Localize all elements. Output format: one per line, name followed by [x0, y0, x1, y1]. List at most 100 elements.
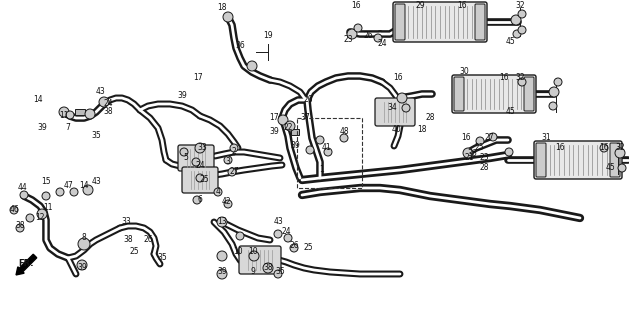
Ellipse shape: [247, 61, 257, 71]
Text: 16: 16: [351, 2, 361, 11]
Text: 32: 32: [615, 143, 625, 153]
Text: 2: 2: [231, 148, 237, 156]
Ellipse shape: [518, 26, 526, 34]
Ellipse shape: [549, 87, 559, 97]
Text: 10: 10: [248, 247, 258, 257]
Ellipse shape: [85, 109, 95, 119]
Ellipse shape: [324, 148, 332, 156]
Text: 25: 25: [303, 244, 313, 252]
FancyArrow shape: [16, 254, 36, 275]
Ellipse shape: [196, 174, 204, 182]
Ellipse shape: [26, 214, 34, 222]
Ellipse shape: [513, 30, 521, 38]
Ellipse shape: [16, 224, 24, 232]
Text: 38: 38: [123, 236, 133, 244]
Text: 7: 7: [65, 124, 70, 132]
Text: 24: 24: [103, 99, 113, 108]
Text: 35: 35: [91, 131, 101, 140]
Text: 22: 22: [283, 124, 292, 132]
FancyBboxPatch shape: [178, 145, 214, 171]
Ellipse shape: [278, 115, 288, 125]
Ellipse shape: [463, 148, 473, 158]
Text: 28: 28: [425, 114, 435, 123]
Ellipse shape: [284, 234, 292, 242]
Text: 14: 14: [33, 95, 43, 105]
Text: 41: 41: [321, 143, 331, 153]
Ellipse shape: [489, 133, 497, 141]
FancyBboxPatch shape: [534, 141, 622, 179]
Text: 38: 38: [263, 263, 273, 273]
FancyBboxPatch shape: [239, 246, 281, 274]
Ellipse shape: [236, 232, 244, 240]
Text: 32: 32: [515, 74, 525, 83]
Ellipse shape: [217, 251, 227, 261]
Text: 16: 16: [457, 2, 467, 11]
Text: 28: 28: [479, 164, 489, 172]
Text: 43: 43: [91, 178, 101, 187]
Ellipse shape: [505, 148, 513, 156]
Ellipse shape: [402, 104, 410, 112]
Text: 3: 3: [226, 157, 230, 166]
Ellipse shape: [518, 10, 526, 18]
Text: 32: 32: [515, 2, 525, 11]
FancyBboxPatch shape: [536, 143, 546, 177]
Text: 39: 39: [217, 268, 227, 276]
Text: 29: 29: [415, 2, 425, 11]
Text: 39: 39: [177, 92, 187, 100]
Text: 23: 23: [343, 36, 353, 44]
Ellipse shape: [56, 188, 64, 196]
Text: 34: 34: [387, 103, 397, 113]
Text: 18: 18: [217, 4, 226, 12]
Ellipse shape: [274, 270, 282, 278]
Ellipse shape: [99, 97, 109, 107]
Text: 38: 38: [15, 220, 25, 229]
Ellipse shape: [20, 191, 28, 199]
Ellipse shape: [228, 168, 236, 176]
Text: 11: 11: [59, 110, 69, 119]
Text: 20: 20: [303, 95, 313, 105]
Text: 45: 45: [505, 37, 515, 46]
Text: 6: 6: [198, 196, 203, 204]
Ellipse shape: [615, 148, 625, 158]
Text: 24: 24: [281, 228, 291, 236]
Ellipse shape: [70, 188, 78, 196]
Ellipse shape: [224, 200, 232, 208]
Text: 16: 16: [393, 74, 403, 83]
Text: 9: 9: [250, 268, 255, 276]
Ellipse shape: [249, 251, 259, 261]
Text: 16: 16: [461, 133, 471, 142]
Ellipse shape: [223, 12, 233, 22]
Text: 1: 1: [320, 165, 325, 174]
Text: 4: 4: [216, 188, 220, 196]
Text: 18: 18: [417, 125, 426, 134]
Text: 43: 43: [95, 87, 105, 97]
FancyBboxPatch shape: [452, 75, 536, 113]
Bar: [297, 118, 362, 188]
Text: 45: 45: [505, 108, 515, 116]
Text: 25: 25: [474, 143, 484, 153]
Text: 19: 19: [263, 30, 273, 39]
Ellipse shape: [347, 29, 357, 39]
FancyBboxPatch shape: [182, 167, 218, 193]
Ellipse shape: [214, 188, 222, 196]
FancyBboxPatch shape: [375, 98, 415, 126]
Ellipse shape: [59, 107, 69, 117]
Ellipse shape: [66, 111, 74, 119]
Text: 35: 35: [275, 268, 285, 276]
Text: 39: 39: [37, 124, 47, 132]
Text: 46: 46: [9, 205, 19, 214]
Ellipse shape: [37, 209, 47, 219]
Text: 16: 16: [599, 143, 609, 153]
Text: 48: 48: [339, 127, 349, 137]
Text: 25: 25: [199, 175, 209, 185]
Text: 36: 36: [467, 148, 477, 157]
Ellipse shape: [42, 192, 50, 200]
Text: 23: 23: [479, 154, 489, 163]
Text: 31: 31: [541, 133, 551, 142]
Text: 45: 45: [605, 164, 615, 172]
Ellipse shape: [374, 34, 382, 42]
Ellipse shape: [600, 144, 608, 152]
Text: 10: 10: [233, 247, 243, 257]
Text: 44: 44: [17, 183, 27, 193]
Ellipse shape: [217, 217, 227, 227]
